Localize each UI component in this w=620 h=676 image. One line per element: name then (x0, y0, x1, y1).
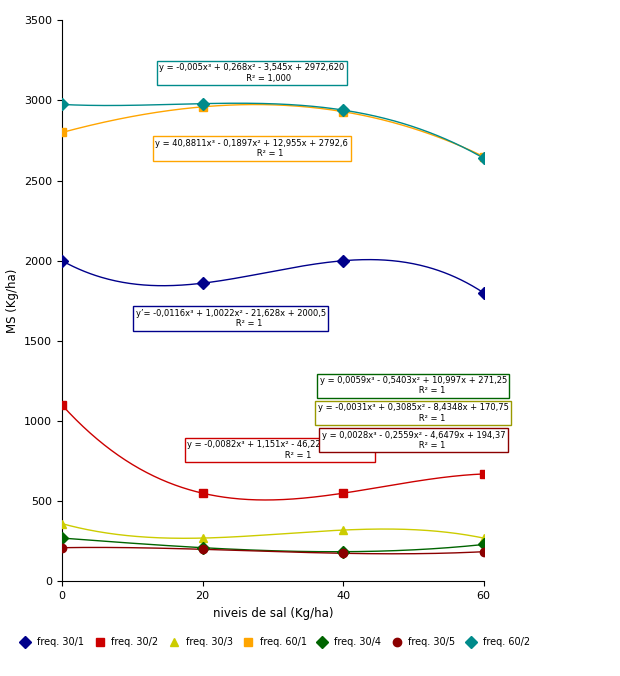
Text: y’= -0,0116x³ + 1,0022x² - 21,628x + 2000,5
              R² = 1: y’= -0,0116x³ + 1,0022x² - 21,628x + 200… (136, 309, 326, 328)
Text: y = -0,0082x³ + 1,151x² - 46,227x + 1084,7
              R² = 1: y = -0,0082x³ + 1,151x² - 46,227x + 1084… (187, 440, 373, 460)
Text: y = -0,0031x³ + 0,3085x² - 8,4348x + 170,75
              R² = 1: y = -0,0031x³ + 0,3085x² - 8,4348x + 170… (318, 404, 509, 422)
Text: y = 40,8811x³ - 0,1897x² + 12,955x + 2792,6
              R² = 1: y = 40,8811x³ - 0,1897x² + 12,955x + 279… (155, 139, 348, 158)
Text: y = 0,0028x³ - 0,2559x² - 4,6479x + 194,37
              R² = 1: y = 0,0028x³ - 0,2559x² - 4,6479x + 194,… (322, 431, 505, 450)
Legend: freq. 30/1, freq. 30/2, freq. 30/3, freq. 60/1, freq. 30/4, freq. 30/5, freq. 60: freq. 30/1, freq. 30/2, freq. 30/3, freq… (14, 635, 532, 650)
Text: y = -0,005x³ + 0,268x² - 3,545x + 2972,620
             R² = 1,000: y = -0,005x³ + 0,268x² - 3,545x + 2972,6… (159, 64, 344, 83)
Text: y = 0,0059x³ - 0,5403x² + 10,997x + 271,25
              R² = 1: y = 0,0059x³ - 0,5403x² + 10,997x + 271,… (320, 376, 507, 395)
Y-axis label: MS (Kg/ha): MS (Kg/ha) (6, 268, 19, 333)
X-axis label: niveis de sal (Kg/ha): niveis de sal (Kg/ha) (213, 606, 333, 620)
